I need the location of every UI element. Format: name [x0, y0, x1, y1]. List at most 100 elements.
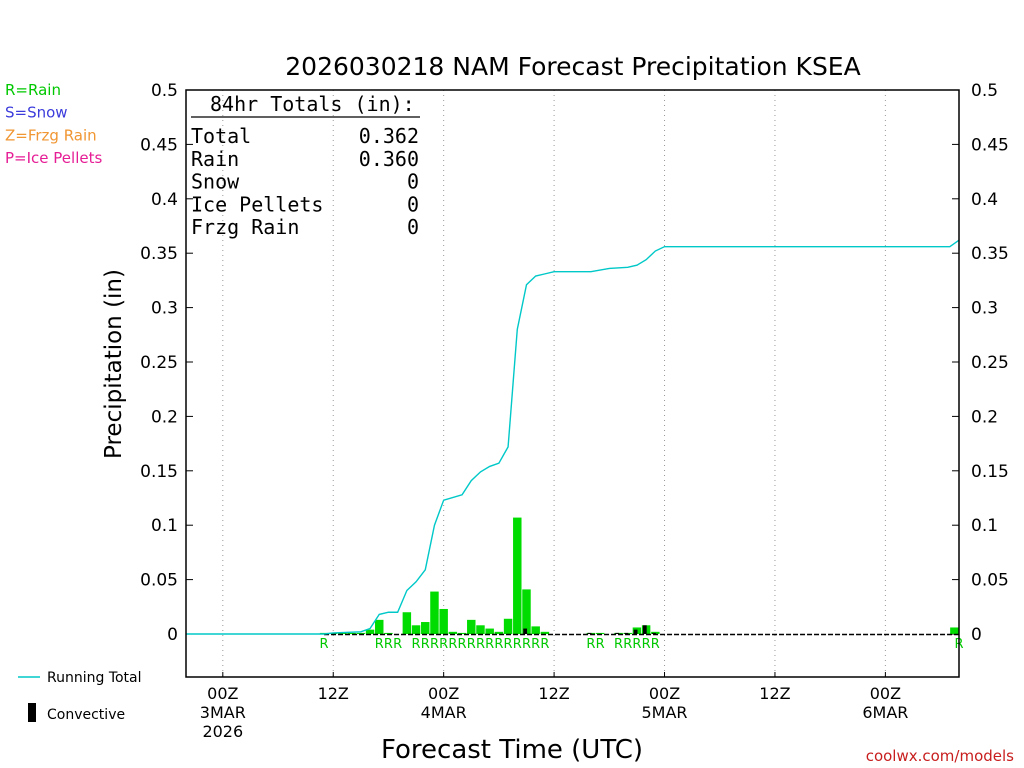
precip-bar: [476, 625, 485, 634]
rain-mark: R: [623, 637, 632, 652]
totals-row-label: Total: [191, 124, 251, 148]
y-tick-label-left: 0.3: [151, 299, 178, 319]
rain-mark: R: [642, 637, 651, 652]
totals-row-label: Rain: [191, 147, 239, 171]
convective-bar: [615, 632, 620, 634]
totals-heading: 84hr Totals (in):: [210, 92, 415, 116]
totals-row-label: Snow: [191, 170, 240, 194]
totals-row-label: Ice Pellets: [191, 192, 323, 216]
convective-legend-label: Convective: [47, 707, 125, 723]
x-tick-label: 00Z: [649, 684, 680, 703]
precip-bar: [365, 629, 375, 634]
ptype-key-item: R=Rain: [5, 81, 61, 99]
precip-bar: [950, 627, 959, 634]
y-tick-label-right: 0.2: [971, 407, 998, 427]
y-tick-label-left: 0: [167, 625, 178, 645]
rain-mark: R: [531, 637, 540, 652]
precip-bar: [467, 619, 476, 634]
y-tick-label-right: 0.35: [971, 244, 1009, 264]
y-tick-label-right: 0.1: [971, 516, 998, 536]
vertical-gridlines: [222, 90, 886, 677]
totals-row-label: Frzg Rain: [191, 215, 299, 239]
precip-bar: [595, 632, 605, 634]
convective-legend-swatch: [28, 703, 36, 722]
chart-title: 2026030218 NAM Forecast Precipitation KS…: [285, 52, 860, 81]
y-tick-label-left: 0.15: [140, 462, 178, 482]
x-tick-label: 2026: [202, 722, 243, 741]
ptype-key-item: Z=Frzg Rain: [5, 126, 97, 144]
rain-mark: R: [439, 637, 448, 652]
plot-frame: [185, 89, 960, 678]
rain-mark: R: [494, 637, 503, 652]
y-tick-label-right: 0.15: [971, 462, 1009, 482]
running-total-legend-label: Running Total: [47, 670, 142, 686]
precipitation-bars: [319, 517, 959, 634]
rain-mark: R: [504, 637, 513, 652]
convective-bar: [642, 625, 647, 634]
precip-bar: [531, 626, 540, 634]
credit-text: coolwx.com/models: [866, 747, 1014, 765]
totals-row-value: 0: [407, 215, 419, 239]
totals-box: 84hr Totals (in): Total 0.362 Rain 0.360 Sno…: [191, 92, 420, 239]
rain-mark: R: [375, 637, 384, 652]
y-tick-label-right: 0.25: [971, 353, 1009, 373]
totals-row-value: 0: [407, 170, 419, 194]
y-tick-label-left: 0.35: [140, 244, 178, 264]
x-tick-label: 12Z: [318, 684, 349, 703]
rain-mark: R: [614, 637, 623, 652]
totals-row-value: 0: [407, 192, 419, 216]
convective-bar: [624, 632, 629, 634]
x-tick-label: 12Z: [538, 684, 569, 703]
precip-bar: [494, 631, 504, 634]
x-tick-label: 00Z: [207, 684, 238, 703]
x-tick-label: 4MAR: [421, 703, 467, 722]
precip-bar: [430, 591, 439, 634]
y-tick-label-right: 0.05: [971, 571, 1009, 591]
legend: Running Total Convective: [18, 670, 142, 723]
rain-mark: R: [421, 637, 430, 652]
x-tick-label: 12Z: [759, 684, 790, 703]
convective-bar: [587, 632, 592, 634]
rain-mark: R: [430, 637, 439, 652]
y-tick-label-right: 0: [971, 625, 982, 645]
ptype-key-item: P=Ice Pellets: [5, 149, 102, 167]
y-tick-label-left: 0.2: [151, 407, 178, 427]
totals-rows: Total 0.362 Rain 0.360 Snow 0 Ice Pellets 0 Frzg…: [191, 124, 419, 239]
y-tick-label-right: 0.45: [971, 135, 1009, 155]
convective-bar: [633, 629, 638, 634]
precip-bar: [384, 632, 393, 634]
running-total-line: [186, 239, 960, 635]
precip-bar: [439, 608, 448, 634]
y-axis-label: Precipitation (in): [101, 269, 127, 459]
rain-mark: R: [476, 637, 485, 652]
rain-mark: R: [393, 637, 402, 652]
totals-row-value: 0.362: [359, 124, 419, 148]
rain-mark: R: [522, 637, 531, 652]
precip-bar: [347, 632, 356, 634]
rain-mark: R: [448, 637, 457, 652]
x-tick-label: 00Z: [428, 684, 459, 703]
precip-bar: [457, 632, 467, 634]
rain-mark: R: [412, 637, 421, 652]
rain-mark: R: [596, 637, 605, 652]
precip-bar: [448, 631, 458, 634]
precip-bar: [375, 619, 384, 634]
precip-bar: [411, 625, 421, 634]
precip-bar: [338, 632, 347, 634]
rain-mark: R: [586, 637, 595, 652]
rain-mark: R: [485, 637, 494, 652]
precip-bar: [421, 622, 430, 634]
rain-mark: R: [467, 637, 476, 652]
y-tick-label-right: 0.5: [971, 81, 998, 101]
x-tick-label: 6MAR: [862, 703, 908, 722]
y-axis: 0 00.05 0.050.1 0.10.15 0.150.2 0.20.25 0.250.…: [140, 81, 1009, 645]
ptype-key-item: S=Snow: [5, 104, 68, 122]
convective-bar: [652, 632, 656, 634]
totals-row-value: 0.360: [359, 147, 419, 171]
precip-bar: [540, 631, 550, 634]
rain-mark: R: [513, 637, 522, 652]
precip-bar: [503, 618, 513, 634]
y-tick-label-left: 0.1: [151, 516, 178, 536]
y-tick-label-right: 0.4: [971, 190, 998, 210]
